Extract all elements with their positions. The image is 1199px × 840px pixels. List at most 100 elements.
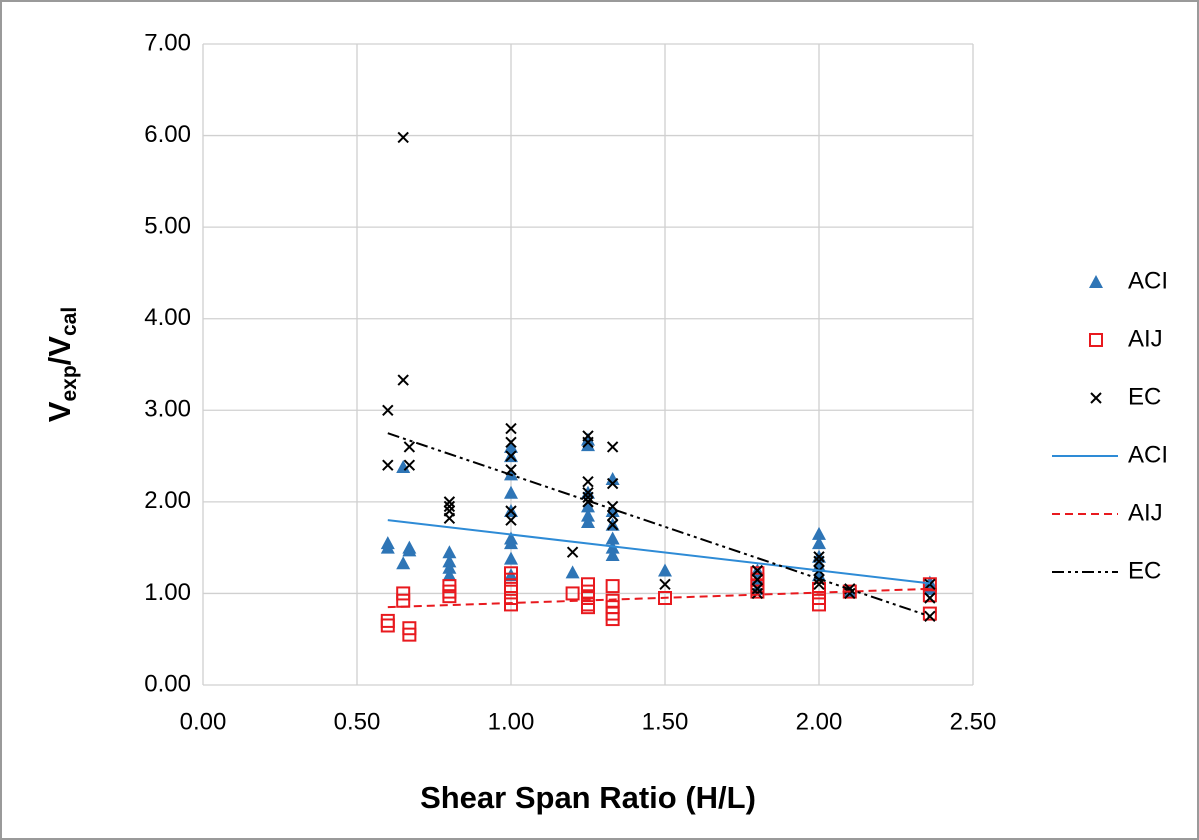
- point: [566, 546, 579, 558]
- point: [605, 531, 620, 545]
- point: [751, 587, 764, 600]
- point: [751, 573, 764, 586]
- y-tick-label: 2.00: [144, 487, 191, 514]
- legend-label: AIJ: [1128, 499, 1163, 526]
- y-axis-label-part: /V: [42, 336, 77, 366]
- point: [812, 558, 826, 572]
- point: [659, 578, 671, 590]
- point: [813, 551, 825, 563]
- point: [581, 577, 595, 592]
- y-axis-label-part: V: [42, 401, 77, 422]
- point: [396, 586, 411, 601]
- point: [505, 450, 517, 462]
- point: [443, 512, 456, 525]
- point: [396, 556, 411, 570]
- point: [504, 597, 518, 612]
- y-tick-label: 6.00: [144, 121, 191, 148]
- point: [442, 568, 457, 582]
- point: [504, 485, 518, 499]
- point: [582, 491, 594, 503]
- point: [605, 579, 620, 594]
- point: [750, 584, 765, 599]
- point: [505, 436, 517, 449]
- point: [812, 536, 826, 550]
- point: [658, 563, 672, 577]
- point: [605, 547, 620, 561]
- point: [606, 477, 619, 490]
- legend-label: AIJ: [1128, 325, 1163, 352]
- point: [504, 536, 518, 550]
- point: [812, 581, 826, 596]
- point: [403, 441, 416, 453]
- point: [605, 471, 620, 485]
- point: [504, 581, 518, 596]
- point: [403, 459, 416, 471]
- y-tick-label: 0.00: [144, 670, 191, 697]
- point: [605, 612, 620, 627]
- point: [751, 564, 764, 577]
- point: [442, 560, 457, 574]
- y-axis-label-part: cal: [58, 307, 81, 336]
- x-tick-label: 1.00: [488, 708, 535, 735]
- legend-label: EC: [1128, 557, 1161, 584]
- point: [751, 583, 764, 595]
- point: [582, 476, 594, 488]
- legend-label: ACI: [1128, 267, 1168, 294]
- x-tick-label: 0.00: [180, 708, 227, 735]
- point: [565, 565, 580, 579]
- point: [397, 131, 409, 144]
- y-tick-label: 1.00: [144, 579, 191, 606]
- point: [397, 374, 409, 386]
- point: [581, 499, 595, 513]
- legend-marker: [1089, 275, 1103, 288]
- trend-line: [387, 519, 930, 585]
- legend-marker: [1089, 333, 1103, 347]
- point: [402, 543, 417, 557]
- point: [442, 589, 457, 604]
- point: [504, 551, 518, 565]
- point: [505, 422, 517, 435]
- x-tick-label: 2.00: [796, 708, 843, 735]
- point: [582, 486, 594, 499]
- x-tick-label: 1.50: [642, 708, 689, 735]
- point: [924, 578, 936, 590]
- point: [658, 591, 672, 606]
- point: [581, 438, 595, 452]
- point: [504, 439, 518, 453]
- point: [812, 597, 826, 612]
- legend-label: ACI: [1128, 441, 1168, 468]
- y-axis-label-part: exp: [58, 365, 81, 401]
- point: [505, 505, 517, 517]
- point: [443, 496, 456, 508]
- point: [606, 441, 619, 453]
- x-tick-label: 0.50: [334, 708, 381, 735]
- point: [382, 459, 394, 471]
- point: [924, 592, 936, 604]
- point: [443, 500, 456, 513]
- point: [581, 515, 595, 529]
- x-tick-label: 2.50: [950, 708, 997, 735]
- y-tick-label: 3.00: [144, 396, 191, 423]
- point: [605, 504, 620, 518]
- point: [380, 540, 395, 554]
- point: [565, 586, 580, 601]
- y-axis-label: Vexp/Vcal: [42, 307, 80, 422]
- point: [922, 577, 937, 592]
- point: [380, 618, 395, 633]
- trend-line: [387, 432, 931, 618]
- point: [812, 526, 826, 540]
- point: [504, 572, 518, 587]
- point: [922, 588, 937, 603]
- y-tick-label: 7.00: [144, 29, 191, 56]
- point: [382, 404, 394, 416]
- legend-label: EC: [1128, 383, 1161, 410]
- point: [442, 545, 457, 559]
- y-tick-label: 4.00: [144, 304, 191, 331]
- y-tick-label: 5.00: [144, 212, 191, 239]
- point: [505, 514, 517, 526]
- x-axis-label: Shear Span Ratio (H/L): [420, 780, 756, 815]
- point: [813, 555, 825, 568]
- legend-marker: [1090, 392, 1102, 404]
